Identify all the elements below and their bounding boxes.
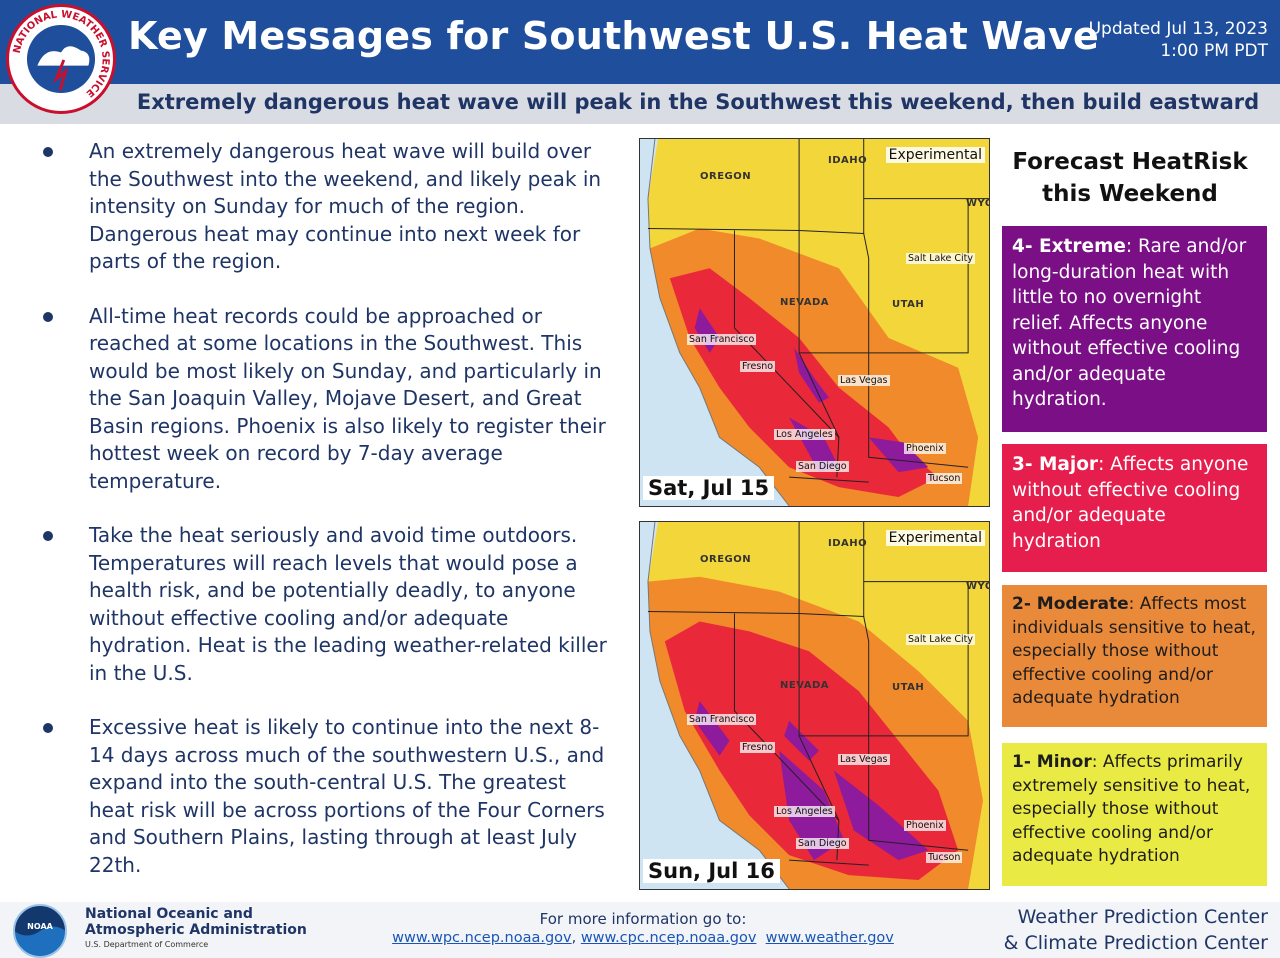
noaa-name: National Oceanic and Atmospheric Adminis… — [85, 906, 307, 938]
risk-label: 4- Extreme — [1012, 236, 1126, 257]
heatrisk-level-major: 3- Major: Affects anyone without effecti… — [1002, 444, 1267, 572]
noaa-name-line1: National Oceanic and — [85, 906, 253, 922]
city-label-los-angeles: Los Angeles — [774, 806, 835, 817]
risk-description: : Affects anyone without effective cooli… — [1012, 454, 1249, 552]
city-label-fresno: Fresno — [740, 361, 776, 372]
map-graphic — [640, 139, 989, 506]
key-message-text: Take the heat seriously and avoid time o… — [89, 523, 607, 685]
noaa-department: U.S. Department of Commerce — [85, 940, 209, 949]
state-label-wyoming: WYO — [966, 198, 989, 209]
updated-timestamp: Updated Jul 13, 2023 1:00 PM PDT — [1089, 18, 1268, 62]
footer-bar — [0, 902, 1280, 958]
key-message: An extremely dangerous heat wave will bu… — [40, 138, 615, 276]
state-label-idaho: IDAHO — [828, 155, 868, 166]
link-cpc[interactable]: www.cpc.ncep.noaa.gov — [580, 930, 757, 946]
city-label-las-vegas: Las Vegas — [838, 754, 890, 765]
experimental-label: Experimental — [885, 147, 985, 163]
map-date-label: Sun, Jul 16 — [643, 859, 780, 883]
state-label-wyoming: WYO — [966, 581, 989, 592]
city-label-phoenix: Phoenix — [904, 820, 946, 831]
heatrisk-map-sunday: OREGON IDAHO WYO NEVADA UTAH Salt Lake C… — [639, 521, 990, 890]
legend-title: Forecast HeatRisk this Weekend — [1004, 146, 1256, 210]
nws-logo: NATIONAL WEATHER SERVICE — [6, 4, 116, 114]
city-label-tucson: Tucson — [926, 852, 963, 863]
link-wpc[interactable]: www.wpc.ncep.noaa.gov — [392, 930, 572, 946]
heatrisk-level-extreme: 4- Extreme: Rare and/or long-duration he… — [1002, 226, 1267, 432]
info-links: www.wpc.ncep.noaa.gov, www.cpc.ncep.noaa… — [390, 930, 896, 946]
state-label-nevada: NEVADA — [780, 680, 830, 691]
header-bar: Key Messages for Southwest U.S. Heat Wav… — [0, 0, 1280, 84]
updated-time: 1:00 PM PDT — [1160, 41, 1268, 61]
key-message-text: Excessive heat is likely to continue int… — [89, 715, 605, 877]
city-label-fresno: Fresno — [740, 742, 776, 753]
bullet-dot — [43, 531, 53, 541]
city-label-san-diego: San Diego — [796, 461, 849, 472]
risk-label: 2- Moderate — [1012, 594, 1129, 614]
key-message-text: An extremely dangerous heat wave will bu… — [89, 139, 602, 273]
map-date-label: Sat, Jul 15 — [643, 476, 775, 500]
bullet-dot — [43, 311, 53, 322]
bullet-dot — [43, 147, 53, 157]
heatrisk-map-saturday: OREGON IDAHO WYO NEVADA UTAH Salt Lake C… — [639, 138, 990, 507]
noaa-logo-text: NOAA — [27, 922, 53, 931]
link-separator: , — [571, 930, 577, 946]
noaa-name-line2: Atmospheric Administration — [85, 922, 307, 938]
updated-date: Updated Jul 13, 2023 — [1088, 19, 1268, 39]
city-label-san-diego: San Diego — [796, 838, 849, 849]
city-label-san-francisco: San Francisco — [687, 334, 757, 345]
city-label-tucson: Tucson — [926, 473, 963, 484]
page-title: Key Messages for Southwest U.S. Heat Wav… — [128, 14, 1099, 58]
state-label-idaho: IDAHO — [828, 538, 868, 549]
city-label-salt-lake-city: Salt Lake City — [906, 253, 975, 264]
state-label-oregon: OREGON — [700, 554, 752, 565]
legend-title-line1: Forecast HeatRisk — [1012, 149, 1248, 175]
risk-description: : Rare and/or long-duration heat with li… — [1012, 236, 1247, 410]
risk-label: 1- Minor — [1012, 752, 1092, 772]
city-label-las-vegas: Las Vegas — [838, 375, 890, 386]
state-label-nevada: NEVADA — [780, 297, 830, 308]
state-label-utah: UTAH — [892, 299, 925, 310]
key-message-text: All-time heat records could be approache… — [89, 303, 606, 493]
city-label-salt-lake-city: Salt Lake City — [906, 634, 975, 645]
risk-description: : Affects most individuals sensitive to … — [1012, 594, 1256, 708]
legend-title-line2: this Weekend — [1042, 181, 1218, 207]
center-line1: Weather Prediction Center — [1017, 906, 1268, 928]
key-messages: An extremely dangerous heat wave will bu… — [40, 138, 615, 906]
key-message: All-time heat records could be approache… — [40, 303, 615, 496]
heatrisk-level-minor: 1- Minor: Affects primarily extremely se… — [1002, 743, 1267, 886]
link-weather-gov[interactable]: www.weather.gov — [765, 930, 894, 946]
heatrisk-level-moderate: 2- Moderate: Affects most individuals se… — [1002, 585, 1267, 727]
subtitle: Extremely dangerous heat wave will peak … — [136, 90, 1260, 114]
prediction-centers: Weather Prediction Center & Climate Pred… — [1004, 904, 1268, 956]
city-label-los-angeles: Los Angeles — [774, 429, 835, 440]
risk-description: : Affects primarily extremely sensitive … — [1012, 752, 1251, 866]
state-label-utah: UTAH — [892, 682, 925, 693]
subtitle-bar: Extremely dangerous heat wave will peak … — [0, 84, 1280, 124]
noaa-logo: NOAA — [13, 904, 67, 958]
city-label-san-francisco: San Francisco — [687, 714, 757, 725]
bullet-dot — [43, 723, 53, 733]
key-message: Take the heat seriously and avoid time o… — [40, 522, 615, 687]
more-info-label: For more information go to: — [539, 910, 747, 928]
key-message: Excessive heat is likely to continue int… — [40, 714, 615, 879]
state-label-oregon: OREGON — [700, 171, 752, 182]
map-graphic — [640, 522, 989, 889]
risk-label: 3- Major — [1012, 454, 1099, 475]
experimental-label: Experimental — [885, 530, 985, 546]
center-line2: & Climate Prediction Center — [1003, 932, 1268, 954]
city-label-phoenix: Phoenix — [904, 443, 946, 454]
